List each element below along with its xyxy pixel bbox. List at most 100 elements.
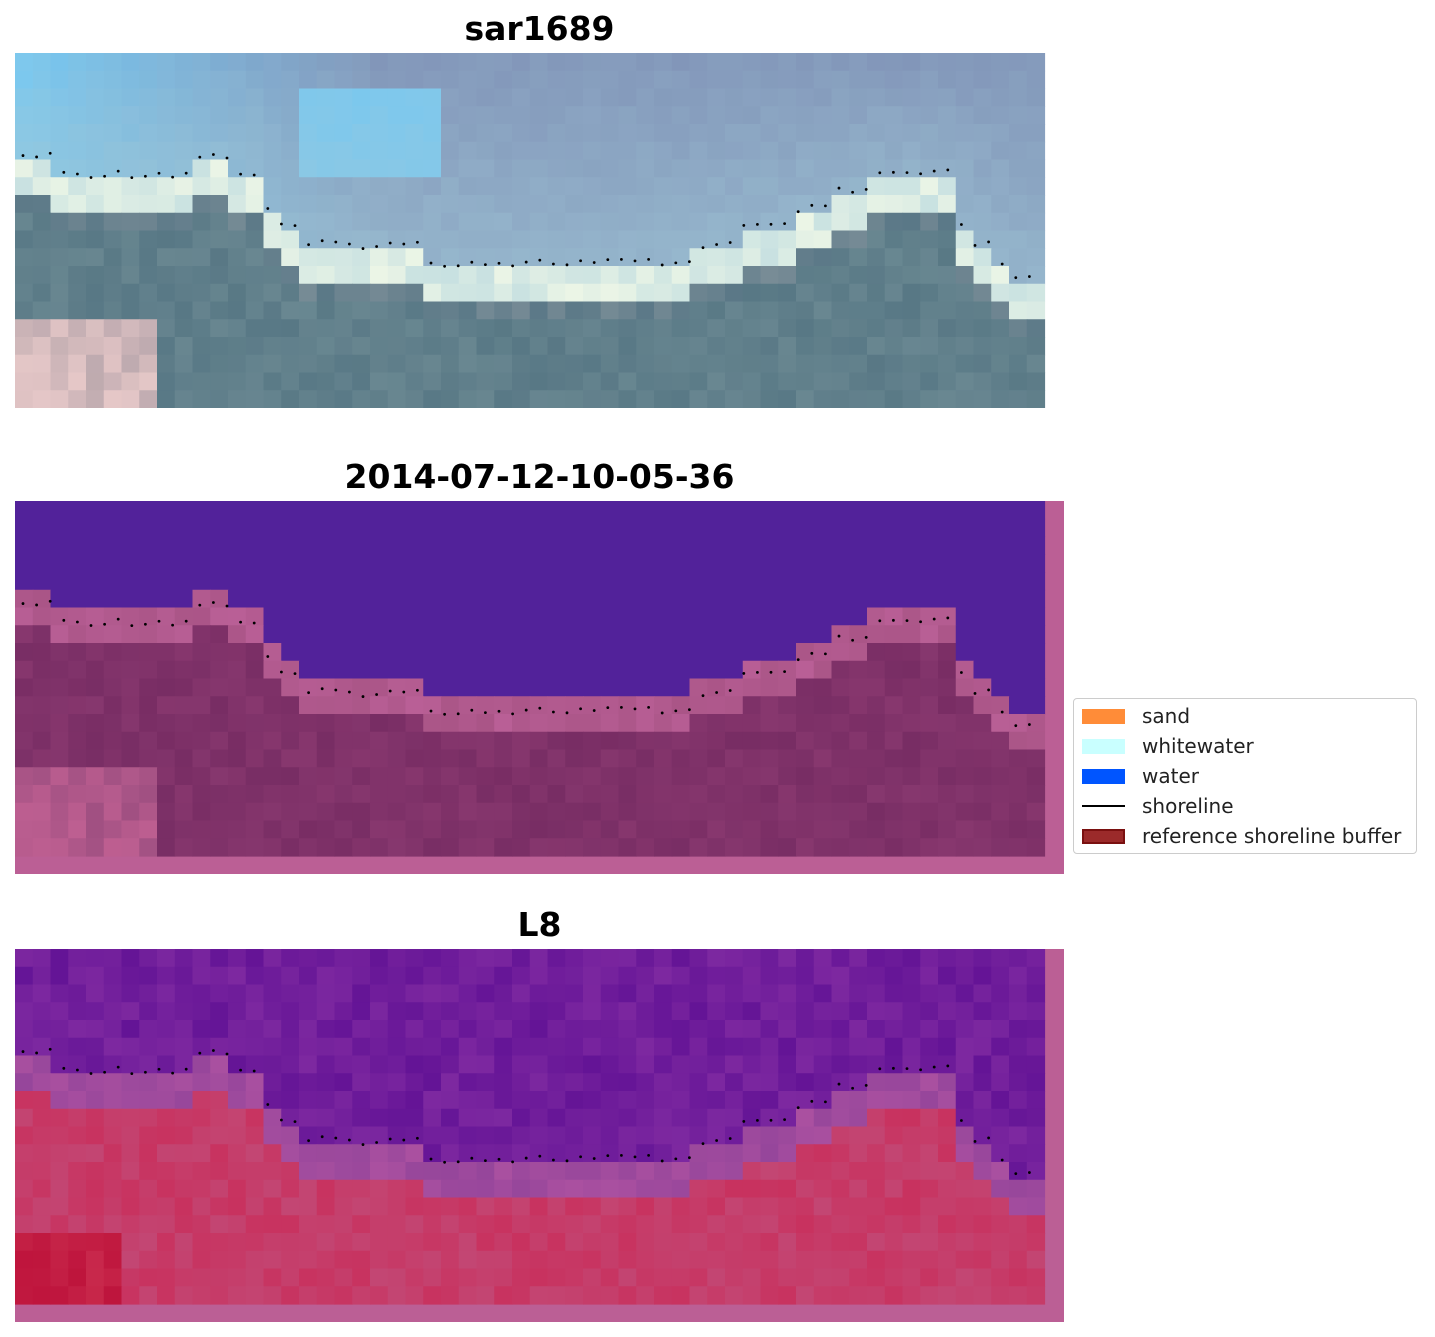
shoreline-point xyxy=(334,240,338,244)
shoreline-point xyxy=(538,258,542,262)
shoreline-point xyxy=(674,709,678,713)
shoreline-point xyxy=(769,222,773,226)
shoreline-point xyxy=(184,171,188,175)
shoreline-point xyxy=(592,261,596,264)
shoreline-point xyxy=(796,1106,800,1110)
shoreline-point xyxy=(21,1050,25,1053)
shoreline-point xyxy=(402,1138,406,1142)
sand-swatch xyxy=(1082,708,1125,724)
shoreline-point xyxy=(212,1049,215,1052)
shoreline-point xyxy=(35,1051,38,1055)
shoreline-point xyxy=(375,245,378,248)
shoreline-point xyxy=(1028,1171,1031,1174)
shoreline-point xyxy=(443,712,446,716)
shoreline-point xyxy=(157,171,161,175)
shoreline-point xyxy=(429,1157,433,1161)
legend-label-whitewater: whitewater xyxy=(1142,734,1254,758)
shoreline-point xyxy=(184,1067,188,1071)
shoreline-point xyxy=(48,151,52,155)
shoreline-point xyxy=(239,1068,243,1072)
shoreline-point xyxy=(960,223,963,226)
shoreline-point xyxy=(484,711,487,714)
shoreline-point xyxy=(824,204,827,208)
shoreline-point xyxy=(932,1065,936,1069)
shoreline-point xyxy=(538,1154,542,1158)
shoreline-point xyxy=(688,1156,691,1160)
shoreline-point xyxy=(116,617,120,621)
shoreline-point xyxy=(171,1071,175,1075)
shoreline-point xyxy=(443,264,446,268)
shoreline-point xyxy=(252,1069,256,1073)
classified-image-panel xyxy=(15,501,1064,874)
shoreline-point xyxy=(470,1156,474,1160)
shoreline-point xyxy=(144,174,147,178)
shoreline-point xyxy=(728,689,732,692)
shoreline-point xyxy=(348,690,351,694)
shoreline-point xyxy=(511,264,514,268)
shoreline-point xyxy=(130,624,134,628)
shoreline-point xyxy=(293,1120,297,1123)
shoreline-point xyxy=(416,688,419,692)
index-image-panel xyxy=(15,949,1064,1322)
shoreline-point xyxy=(293,672,297,675)
shoreline-point xyxy=(456,1160,460,1164)
shoreline-point xyxy=(103,174,106,178)
shoreline-point xyxy=(851,1086,854,1090)
water-swatch xyxy=(1082,768,1125,784)
shoreline-point xyxy=(606,706,610,709)
shoreline-point xyxy=(796,210,800,214)
shoreline-point xyxy=(388,1137,392,1141)
shoreline-point xyxy=(905,1067,909,1071)
shoreline-point xyxy=(21,154,25,157)
shoreline-point xyxy=(307,1139,310,1143)
shoreline-point xyxy=(769,670,773,674)
shoreline-point xyxy=(565,263,569,267)
shoreline-point xyxy=(837,634,841,638)
shoreline-point xyxy=(1014,276,1018,280)
shoreline-point xyxy=(960,671,963,674)
shoreline-point xyxy=(198,155,202,159)
shoreline-point xyxy=(756,670,759,674)
shoreline-point xyxy=(361,247,365,250)
legend-label-water: water xyxy=(1142,764,1199,788)
shoreline-point xyxy=(293,224,297,227)
shoreline-point xyxy=(592,1157,596,1160)
legend-label-buffer: reference shoreline buffer xyxy=(1142,824,1402,848)
shoreline-point xyxy=(946,1064,950,1068)
shoreline-point xyxy=(565,711,569,715)
shoreline-point xyxy=(892,1066,895,1070)
shoreline-point xyxy=(89,624,93,627)
legend-label-shoreline: shoreline xyxy=(1142,794,1234,818)
shoreline-point xyxy=(728,1137,732,1140)
shoreline-point xyxy=(171,623,175,627)
panel-title-rgb: sar1689 xyxy=(464,9,615,48)
shoreline-point xyxy=(932,169,936,173)
shoreline-point xyxy=(756,222,759,226)
shoreline-point xyxy=(497,1157,501,1161)
shoreline-point xyxy=(633,259,637,263)
shoreline-point xyxy=(633,1155,637,1159)
buffer-swatch xyxy=(1082,828,1125,844)
shoreline-point xyxy=(742,1120,746,1123)
legend: sand whitewater water shoreline referenc… xyxy=(1073,698,1417,854)
shoreline-point xyxy=(905,171,909,175)
shoreline-point xyxy=(810,651,814,655)
shoreline-point xyxy=(375,1141,378,1144)
shoreline-point xyxy=(932,617,936,621)
legend-label-sand: sand xyxy=(1142,704,1191,728)
shoreline-point xyxy=(497,261,501,265)
shoreline-point xyxy=(1000,1158,1004,1162)
shoreline-point xyxy=(89,176,93,179)
shoreline-point xyxy=(851,638,854,642)
image-pixels xyxy=(15,949,1046,1305)
shoreline-point xyxy=(810,203,814,207)
shoreline-point xyxy=(660,263,664,267)
shoreline-point xyxy=(402,242,406,246)
shoreline-point xyxy=(361,695,365,698)
shoreline-point xyxy=(266,655,270,658)
shoreline-point xyxy=(864,635,868,639)
shoreline-point xyxy=(429,261,433,265)
shoreline-point xyxy=(320,1135,324,1139)
shoreline-point xyxy=(1028,275,1031,278)
rgb-image-panel xyxy=(15,53,1046,408)
